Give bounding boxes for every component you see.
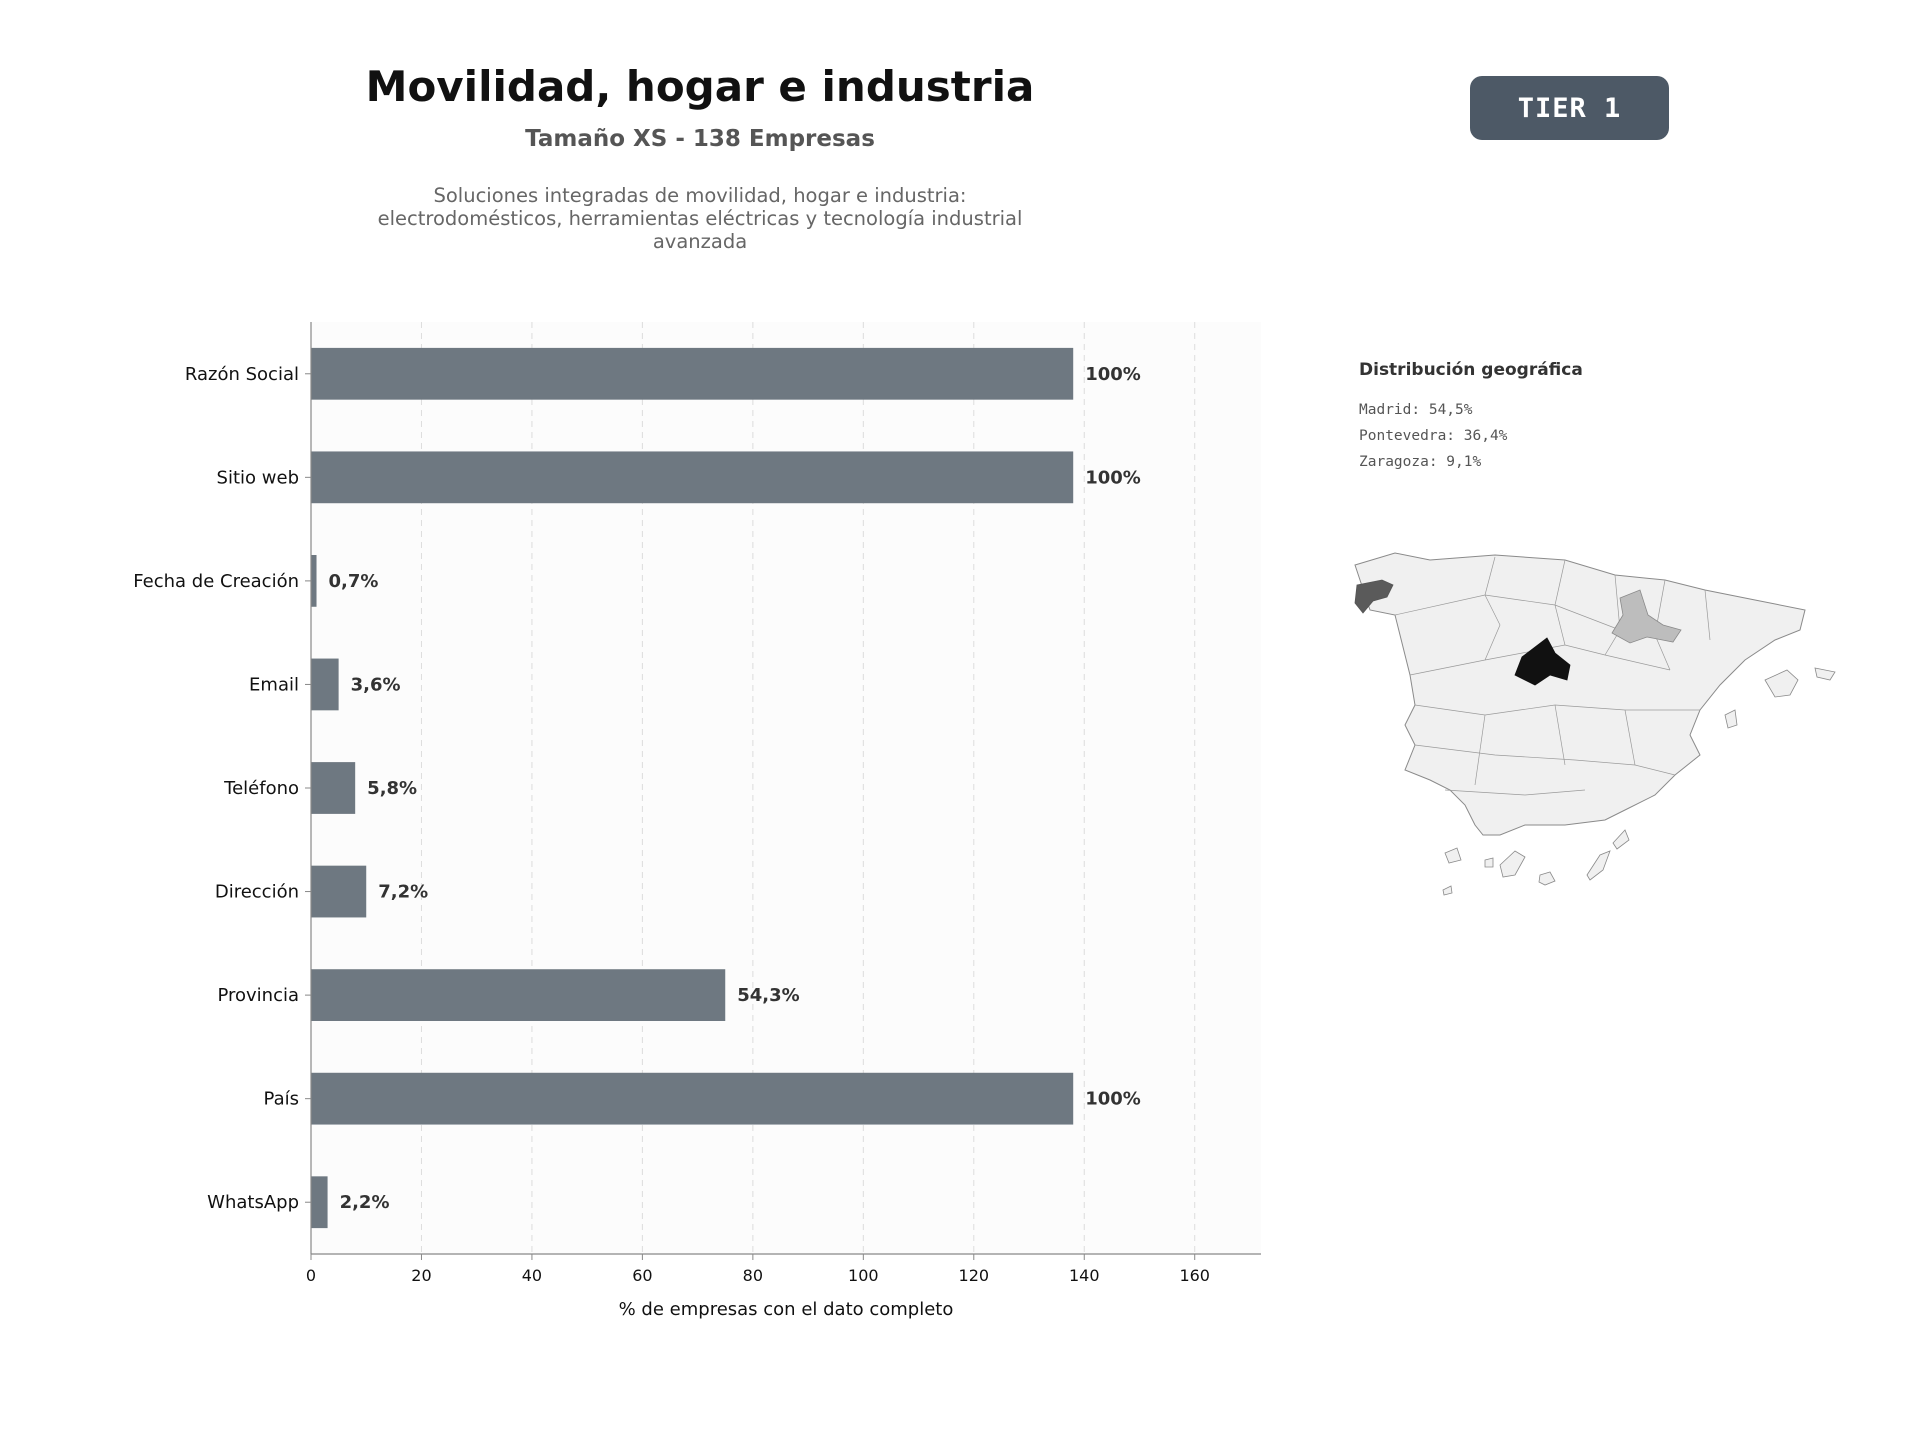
island-2 — [1484, 857, 1494, 868]
x-tick-label: 60 — [632, 1266, 652, 1285]
island-6 — [1612, 829, 1630, 850]
x-tick-label: 0 — [306, 1266, 316, 1285]
bar — [311, 1176, 328, 1229]
bar-value-label: 100% — [1085, 364, 1141, 385]
bar-value-label: 5,8% — [367, 778, 417, 799]
bar-value-label: 54,3% — [737, 985, 799, 1006]
island-4 — [1538, 871, 1556, 886]
geo-item-zaragoza: Zaragoza: 9,1% — [1359, 454, 1482, 470]
x-tick-label: 40 — [522, 1266, 542, 1285]
geo-item-pontevedra: Pontevedra: 36,4% — [1359, 428, 1508, 444]
bar — [311, 762, 356, 814]
page-description: Soluciones integradas de movilidad, hoga… — [377, 184, 1023, 253]
x-tick-label: 100 — [848, 1266, 879, 1285]
bar-value-label: 0,7% — [329, 571, 379, 592]
spain-map — [1354, 552, 1836, 896]
spain-mainland — [1354, 552, 1806, 836]
bar — [311, 451, 1074, 504]
x-tick-labels: 0 20 40 60 80 100 120 140 160 — [306, 1254, 1210, 1285]
x-tick-label: 120 — [959, 1266, 990, 1285]
island-menorca — [1814, 667, 1836, 681]
category-label: Provincia — [217, 985, 299, 1006]
bar — [311, 347, 1074, 400]
category-label: Sitio web — [217, 467, 299, 488]
balearic-islands — [1724, 667, 1836, 729]
geo-distribution-list: Madrid: 54,5% Pontevedra: 36,4% Zaragoza… — [1359, 397, 1507, 475]
geo-item-madrid: Madrid: 54,5% — [1359, 402, 1473, 418]
island-7 — [1442, 885, 1453, 896]
category-label: WhatsApp — [207, 1192, 299, 1213]
bar-value-label: 2,2% — [340, 1192, 390, 1213]
island-5 — [1586, 850, 1611, 881]
page-title: Movilidad, hogar e industria — [365, 62, 1035, 111]
x-tick-label: 20 — [411, 1266, 431, 1285]
x-tick-label: 140 — [1069, 1266, 1100, 1285]
bar — [311, 865, 367, 918]
category-label: Dirección — [215, 882, 299, 903]
bar — [311, 555, 317, 607]
tier-badge: TIER 1 — [1470, 76, 1669, 140]
completeness-bar-chart: 100% 100% 0,7% 3,6% 5,8% 7,2% 54,3% 100% 2,2% Ra… — [133, 322, 1261, 1320]
page-subtitle: Tamaño XS - 138 Empresas — [525, 126, 875, 152]
island-mallorca — [1764, 669, 1799, 698]
island-ibiza — [1724, 709, 1738, 729]
x-axis-title: % de empresas con el dato completo — [619, 1299, 954, 1320]
province-madrid — [1514, 637, 1571, 686]
spain-mainland-outline — [1354, 552, 1806, 836]
canary-islands — [1442, 829, 1630, 896]
category-label: Teléfono — [223, 778, 299, 799]
bar-value-label: 3,6% — [351, 674, 401, 695]
island-3 — [1499, 850, 1526, 878]
island-1 — [1444, 847, 1462, 864]
bars — [311, 347, 1074, 1229]
category-label: País — [264, 1089, 299, 1110]
bar-value-label: 100% — [1085, 467, 1141, 488]
bar — [311, 969, 726, 1021]
geo-distribution-title: Distribución geográfica — [1359, 360, 1583, 380]
province-pontevedra — [1354, 579, 1394, 614]
data-labels: 100% 100% 0,7% 3,6% 5,8% 7,2% 54,3% 100% 2,2% — [329, 364, 1141, 1213]
x-tick-label: 80 — [743, 1266, 763, 1285]
category-label: Razón Social — [185, 364, 299, 385]
bar-value-label: 7,2% — [378, 882, 428, 903]
category-labels: Razón Social Sitio web Fecha de Creación Em… — [133, 364, 311, 1213]
category-label: Fecha de Creación — [133, 571, 299, 592]
bar-value-label: 100% — [1085, 1089, 1141, 1110]
category-label: Email — [249, 674, 299, 695]
province-zaragoza — [1611, 589, 1682, 644]
x-tick-label: 160 — [1179, 1266, 1210, 1285]
bar — [311, 658, 339, 711]
bar — [311, 1072, 1074, 1125]
